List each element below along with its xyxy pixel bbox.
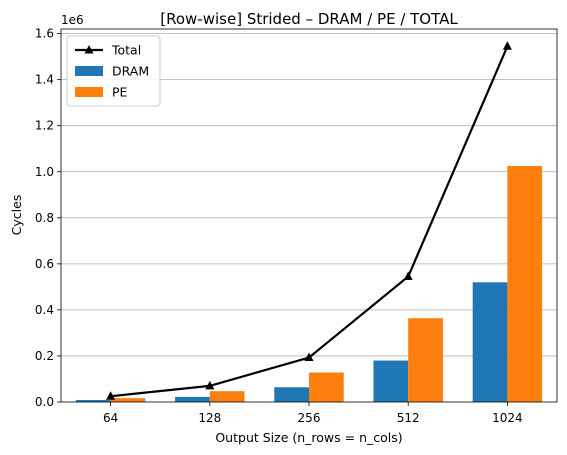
y-tick-label: 1.0 — [35, 165, 54, 179]
bar-dram — [373, 361, 408, 402]
x-tick-label: 512 — [397, 411, 420, 425]
y-tick-label: 1.4 — [35, 73, 54, 87]
x-axis-label: Output Size (n_rows = n_cols) — [215, 430, 402, 445]
bar-dram — [274, 387, 309, 402]
bar-pe — [507, 166, 542, 402]
bars — [76, 166, 542, 402]
y-tick-label: 0.6 — [35, 257, 54, 271]
legend-label-dram: DRAM — [112, 64, 149, 79]
x-tick-label: 64 — [103, 411, 118, 425]
legend-label-total: Total — [111, 43, 141, 58]
bar-pe — [111, 398, 146, 402]
total-series-line — [111, 46, 508, 396]
chart-title: [Row-wise] Strided – DRAM / PE / TOTAL — [160, 10, 458, 28]
y-tick-label: 0.4 — [35, 303, 54, 317]
x-tick-label: 128 — [198, 411, 221, 425]
y-axis-ticks: 0.0 0.2 0.4 0.6 0.8 1.0 1.2 1.4 1.6 — [35, 27, 61, 409]
y-offset-label: 1e6 — [61, 13, 84, 27]
x-tick-label: 1024 — [492, 411, 523, 425]
y-tick-label: 0.2 — [35, 349, 54, 363]
bar-dram — [473, 282, 508, 402]
y-tick-label: 1.6 — [35, 27, 54, 41]
bar-pe — [408, 318, 443, 402]
bar-dram — [175, 397, 210, 402]
y-tick-label: 0.0 — [35, 395, 54, 409]
total-point — [503, 41, 512, 50]
y-tick-label: 0.8 — [35, 211, 54, 225]
total-point — [404, 272, 413, 281]
x-axis-ticks: 64 128 256 512 1024 — [103, 402, 523, 425]
y-axis-label: Cycles — [9, 195, 24, 236]
x-tick-label: 256 — [298, 411, 321, 425]
y-tick-label: 1.2 — [35, 119, 54, 133]
legend: Total DRAM PE — [67, 36, 160, 106]
legend-label-pe: PE — [112, 85, 128, 100]
bar-pe — [210, 391, 245, 402]
legend-swatch-pe — [75, 87, 103, 97]
legend-swatch-dram — [75, 66, 103, 76]
total-line — [106, 41, 512, 399]
bar-pe — [309, 373, 344, 402]
